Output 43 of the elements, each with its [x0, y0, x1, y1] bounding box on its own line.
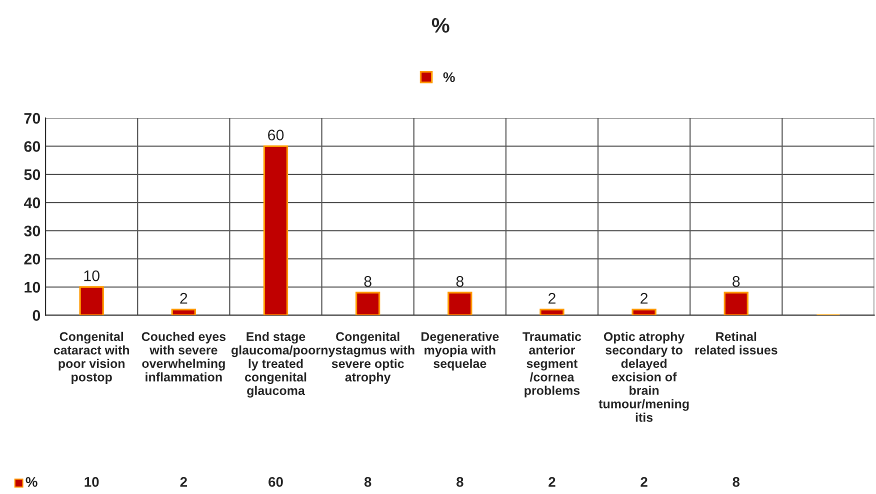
x-tick-label: Optic atrophy secondary to delayed excision of brain tumour/meningitis — [598, 332, 689, 422]
data-label: 8 — [732, 276, 740, 287]
y-tick-label: 50 — [24, 169, 40, 180]
text: 60 — [268, 477, 283, 487]
text: 8 — [456, 477, 464, 487]
x-tick-label: Congenital cataract with poor vision postop — [54, 332, 130, 384]
y-tick-label: 40 — [24, 197, 40, 208]
x-tick-label: Retinal related issues — [695, 332, 778, 354]
x-tick-label: Couched eyes with severe overwhelming inflammation — [142, 332, 226, 382]
bar — [724, 292, 748, 316]
data-label: 2 — [640, 292, 648, 304]
text: 2 — [548, 477, 556, 487]
data-label: 2 — [548, 292, 556, 304]
bar — [540, 308, 564, 316]
y-tick-label: 60 — [24, 141, 40, 152]
y-tick-label: 10 — [24, 282, 40, 293]
text: 10 — [84, 477, 99, 487]
y-tick-label: 0 — [32, 310, 40, 321]
bar — [448, 292, 472, 316]
text: 8 — [732, 477, 740, 487]
x-tick-label: Traumatic anterior segment /cornea problems — [522, 332, 582, 398]
text: 2 — [180, 477, 187, 487]
chart-title: % — [432, 18, 450, 33]
x-tick-label: Congenital nystagmus with severe optic atrophy — [321, 332, 414, 384]
bar — [171, 308, 196, 316]
y-tick-label: 20 — [24, 254, 40, 265]
text: 2 — [640, 477, 648, 487]
bar — [632, 308, 656, 316]
text: % — [26, 477, 38, 487]
bar — [263, 145, 288, 316]
bar — [79, 286, 104, 316]
data-label: 60 — [268, 130, 284, 140]
x-tick-label: Degenerative myopia with sequelae — [421, 332, 499, 370]
data-label: 8 — [364, 276, 372, 287]
bar — [355, 292, 380, 316]
data-label: 2 — [180, 292, 188, 304]
x-tick-label: End stage glaucoma/poorly treated congenital glaucoma — [231, 332, 320, 398]
text: 8 — [364, 477, 372, 487]
y-tick-label: 30 — [24, 226, 40, 236]
data-label: 8 — [456, 276, 464, 287]
data-label: 10 — [84, 270, 100, 282]
legend-label: % — [443, 72, 455, 82]
y-tick-label: 70 — [24, 112, 40, 124]
